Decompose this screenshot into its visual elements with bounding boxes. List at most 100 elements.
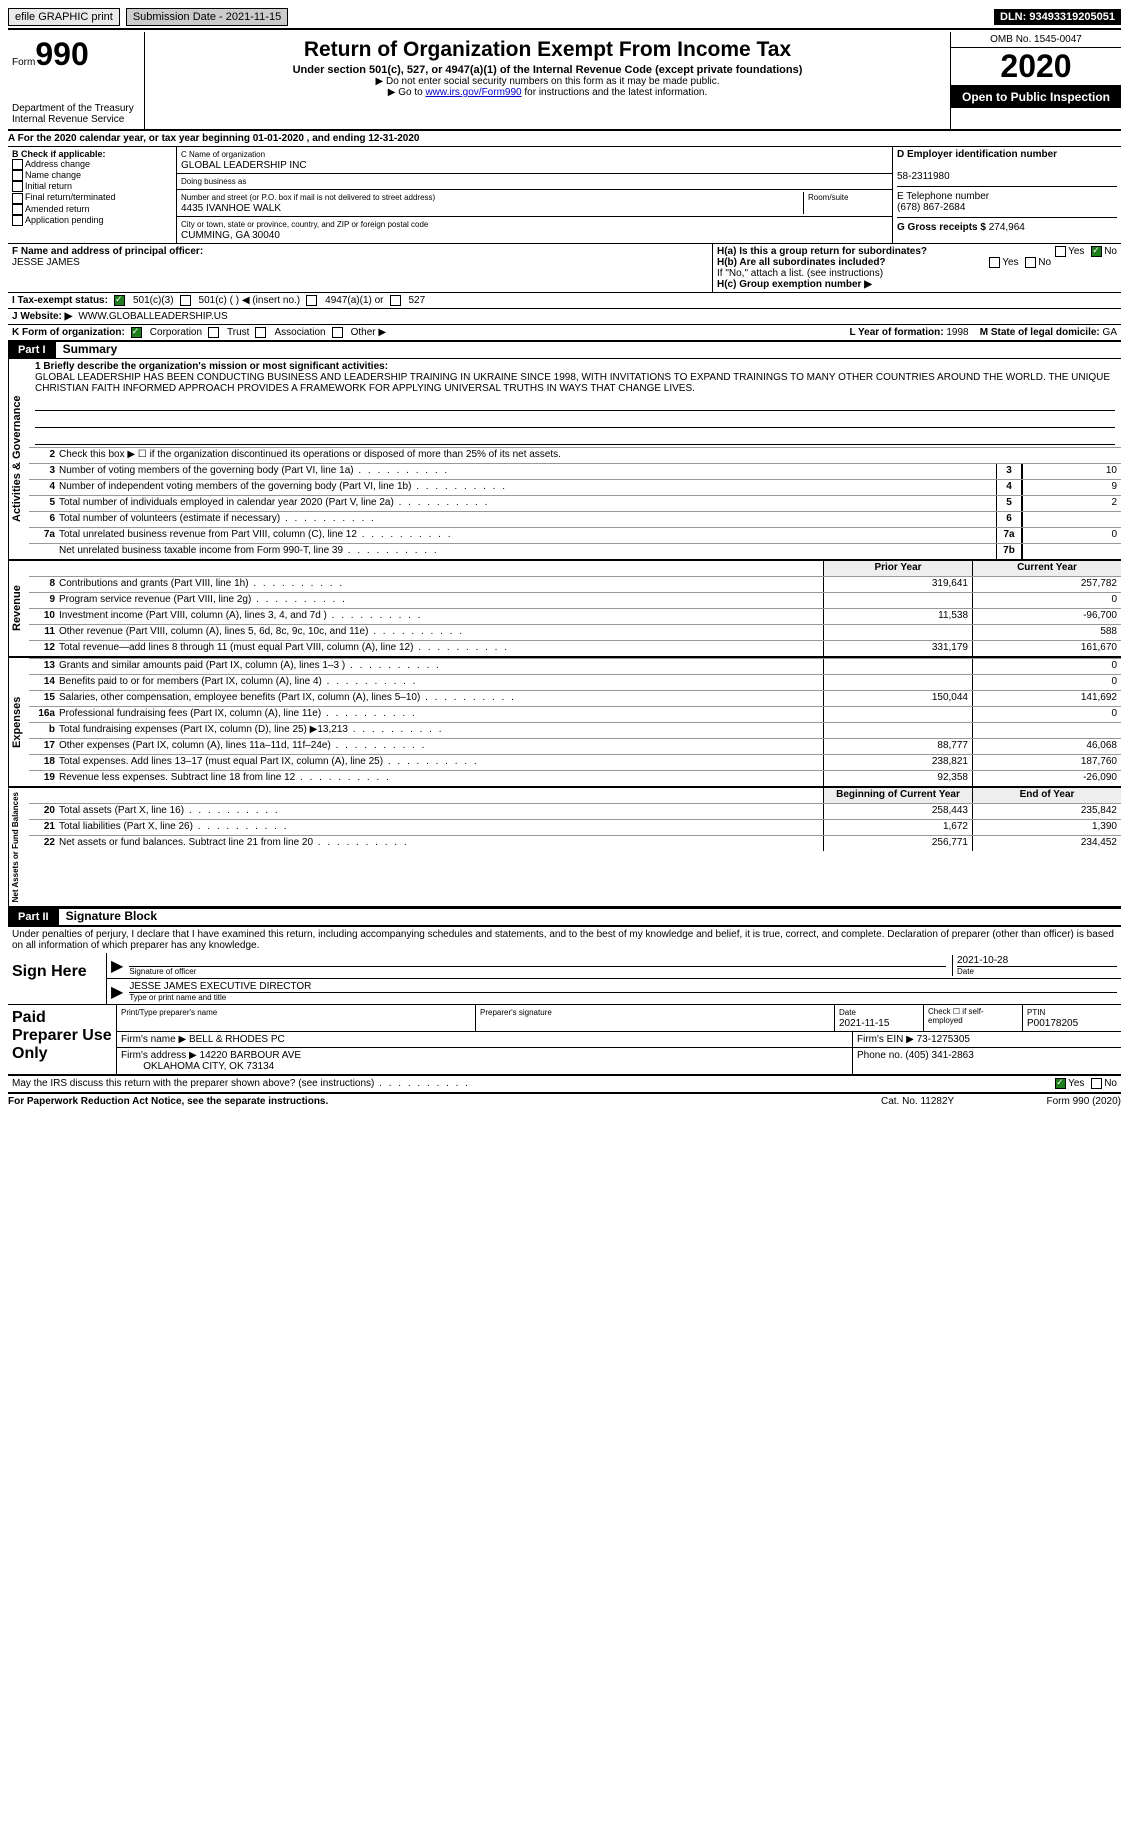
paid-preparer-label: Paid Preparer Use Only (8, 1005, 117, 1074)
checkbox-name-change[interactable] (12, 170, 23, 181)
irs-link[interactable]: www.irs.gov/Form990 (425, 87, 521, 98)
table-row: 6Total number of volunteers (estimate if… (29, 511, 1121, 527)
checkbox-application-pending[interactable] (12, 215, 23, 226)
firm-addr1: 14220 BARBOUR AVE (200, 1050, 302, 1061)
part1-title: Summary (63, 342, 118, 356)
line-a-period: A For the 2020 calendar year, or tax yea… (8, 131, 1121, 147)
part1-badge: Part I (8, 342, 56, 358)
arrow-icon: ▶ (111, 956, 123, 976)
prep-date: 2021-11-15 (839, 1018, 889, 1029)
checkbox-amended[interactable] (12, 204, 23, 215)
part1-header-row: Part I Summary (8, 341, 1121, 359)
expenses-block: Expenses 13Grants and similar amounts pa… (8, 658, 1121, 788)
hb-yes[interactable] (989, 257, 1000, 268)
table-row: 7aTotal unrelated business revenue from … (29, 527, 1121, 543)
preparer-section: Paid Preparer Use Only Print/Type prepar… (8, 1005, 1121, 1076)
501c3-checkbox[interactable] (114, 295, 125, 306)
form-title: Return of Organization Exempt From Incom… (149, 38, 946, 62)
table-row: 16aProfessional fundraising fees (Part I… (29, 706, 1121, 722)
arrow-icon: ▶ (111, 982, 123, 1002)
table-row: 10Investment income (Part VIII, column (… (29, 608, 1121, 624)
k-other[interactable] (332, 327, 343, 338)
mission-text: GLOBAL LEADERSHIP HAS BEEN CONDUCTING BU… (35, 372, 1110, 394)
ha-no[interactable] (1091, 246, 1102, 257)
box-d: D Employer identification number 58-2311… (893, 147, 1121, 243)
table-row: 19Revenue less expenses. Subtract line 1… (29, 770, 1121, 786)
k-trust[interactable] (208, 327, 219, 338)
submission-date: Submission Date - 2021-11-15 (126, 8, 288, 26)
row-k: K Form of organization: Corporation Trus… (8, 325, 1121, 341)
k-corporation[interactable] (131, 327, 142, 338)
public-inspection: Open to Public Inspection (951, 86, 1121, 108)
efile-label: efile GRAPHIC print (8, 8, 120, 26)
firm-name: BELL & RHODES PC (189, 1034, 285, 1045)
part2-badge: Part II (8, 909, 59, 925)
table-row: 13Grants and similar amounts paid (Part … (29, 658, 1121, 674)
penalty-text: Under penalties of perjury, I declare th… (8, 927, 1121, 953)
4947-checkbox[interactable] (306, 295, 317, 306)
row-i: I Tax-exempt status: 501(c)(3) 501(c) ( … (8, 293, 1121, 309)
revenue-block: Revenue Prior Year Current Year 8Contrib… (8, 561, 1121, 658)
table-row: 22Net assets or fund balances. Subtract … (29, 835, 1121, 851)
form-label: Form (12, 57, 35, 68)
ptin: P00178205 (1027, 1018, 1078, 1029)
table-row: 20Total assets (Part X, line 16)258,4432… (29, 803, 1121, 819)
hb-no[interactable] (1025, 257, 1036, 268)
sign-here-label: Sign Here (8, 953, 107, 1004)
phone: (678) 867-2684 (897, 202, 965, 213)
table-row: 12Total revenue—add lines 8 through 11 (… (29, 640, 1121, 656)
discuss-yes[interactable] (1055, 1078, 1066, 1089)
firm-ein: 73-1275305 (917, 1034, 970, 1045)
sig-date: 2021-10-28 (957, 955, 1008, 966)
part2-title: Signature Block (66, 909, 157, 923)
tax-year: 2020 (951, 48, 1121, 86)
row-j: J Website: ▶ WWW.GLOBALLEADERSHIP.US (8, 309, 1121, 325)
header-right: OMB No. 1545-0047 2020 Open to Public In… (950, 32, 1121, 129)
checkbox-initial-return[interactable] (12, 181, 23, 192)
principal-officer: JESSE JAMES (12, 257, 80, 268)
paperwork-notice: For Paperwork Reduction Act Notice, see … (8, 1096, 881, 1107)
table-row: 8Contributions and grants (Part VIII, li… (29, 576, 1121, 592)
501c-checkbox[interactable] (180, 295, 191, 306)
discuss-no[interactable] (1091, 1078, 1102, 1089)
city-state-zip: CUMMING, GA 30040 (181, 230, 280, 241)
gross-receipts: 274,964 (989, 222, 1025, 233)
table-row: 18Total expenses. Add lines 13–17 (must … (29, 754, 1121, 770)
ein: 58-2311980 (897, 171, 950, 182)
box-b: B Check if applicable: Address change Na… (8, 147, 177, 243)
dept-treasury: Department of the Treasury (12, 103, 140, 114)
table-row: Net unrelated business taxable income fr… (29, 543, 1121, 559)
mission-section: 1 Briefly describe the organization's mi… (29, 359, 1121, 447)
checkbox-final-return[interactable] (12, 193, 23, 204)
table-row: 21Total liabilities (Part X, line 26)1,6… (29, 819, 1121, 835)
netassets-block: Net Assets or Fund Balances Beginning of… (8, 788, 1121, 908)
table-row: 3Number of voting members of the governi… (29, 463, 1121, 479)
firm-phone: (405) 341-2863 (905, 1050, 973, 1061)
goto-note: ▶ Go to www.irs.gov/Form990 for instruct… (149, 87, 946, 98)
section-bcd: B Check if applicable: Address change Na… (8, 147, 1121, 244)
catalog-no: Cat. No. 11282Y (881, 1096, 1001, 1107)
street-address: 4435 IVANHOE WALK (181, 203, 281, 214)
527-checkbox[interactable] (390, 295, 401, 306)
year-formation: 1998 (946, 327, 968, 338)
dept-irs: Internal Revenue Service (12, 114, 140, 125)
table-row: 15Salaries, other compensation, employee… (29, 690, 1121, 706)
form-subtitle: Under section 501(c), 527, or 4947(a)(1)… (149, 64, 946, 76)
table-row: 4Number of independent voting members of… (29, 479, 1121, 495)
officer-name-title: JESSE JAMES EXECUTIVE DIRECTOR (129, 981, 311, 992)
footer: For Paperwork Reduction Act Notice, see … (8, 1094, 1121, 1107)
signature-section: Under penalties of perjury, I declare th… (8, 926, 1121, 1093)
ha-yes[interactable] (1055, 246, 1066, 257)
form-page: Form 990 (2020) (1001, 1096, 1121, 1107)
dln-label: DLN: 93493319205051 (994, 9, 1121, 25)
part2-header-row: Part II Signature Block (8, 908, 1121, 926)
checkbox-address-change[interactable] (12, 159, 23, 170)
form-header: Form990 Department of the Treasury Inter… (8, 32, 1121, 131)
box-c: C Name of organization GLOBAL LEADERSHIP… (177, 147, 893, 243)
k-association[interactable] (255, 327, 266, 338)
form-number: 990 (35, 36, 88, 72)
table-row: 11Other revenue (Part VIII, column (A), … (29, 624, 1121, 640)
state-domicile: GA (1103, 327, 1117, 338)
discuss-row: May the IRS discuss this return with the… (8, 1076, 1121, 1093)
firm-addr2: OKLAHOMA CITY, OK 73134 (143, 1061, 274, 1072)
